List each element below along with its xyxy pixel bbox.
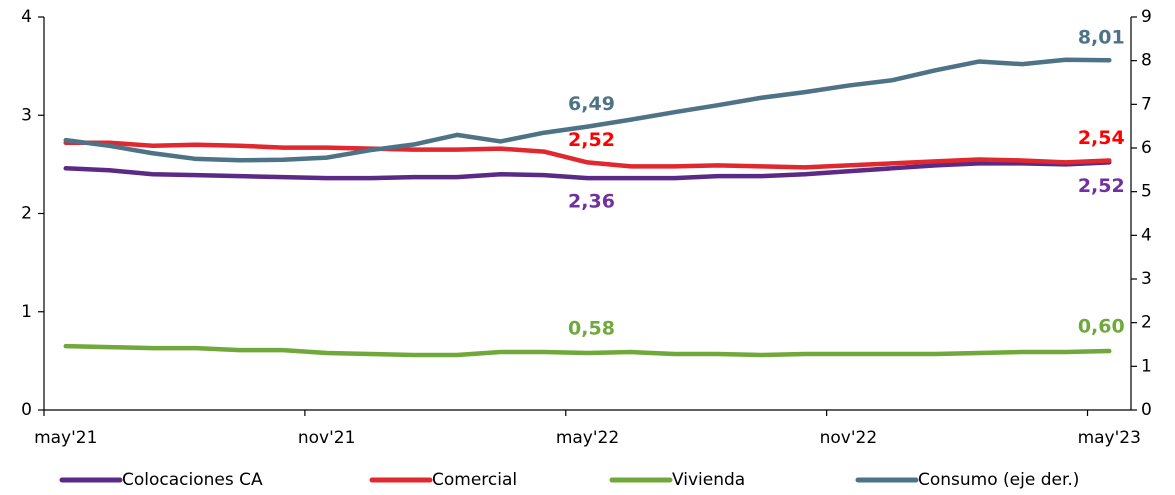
y2-tick-label: 3 (1141, 269, 1152, 289)
y-tick-label: 0 (21, 400, 32, 420)
x-tick-label: may'23 (1078, 428, 1141, 448)
series-line (63, 343, 1112, 358)
legend-label: Comercial (432, 470, 517, 490)
y2-tick-label: 0 (1141, 400, 1152, 420)
y2-tick-label: 7 (1141, 94, 1152, 114)
y2-tick-label: 2 (1141, 313, 1152, 333)
y2-tick-label: 1 (1141, 356, 1152, 376)
series-line (63, 57, 1112, 163)
legend-label: Consumo (eje der.) (918, 470, 1079, 490)
data-label: 2,52 (1078, 175, 1125, 197)
data-label: 6,49 (568, 93, 615, 115)
y2-tick-label: 9 (1141, 7, 1152, 27)
data-label: 0,60 (1078, 316, 1125, 338)
x-tick-label: may'22 (556, 428, 619, 448)
data-label: 2,54 (1078, 127, 1125, 149)
series-line (63, 160, 1112, 181)
data-label: 2,52 (568, 129, 615, 151)
y-tick-label: 4 (21, 7, 32, 27)
legend-label: Colocaciones CA (122, 470, 263, 490)
y-tick-label: 3 (21, 105, 32, 125)
y2-tick-label: 4 (1141, 225, 1152, 245)
x-tick-label: may'21 (34, 428, 97, 448)
x-tick-label: nov'22 (820, 428, 878, 448)
x-tick-label: nov'21 (298, 428, 356, 448)
data-label: 8,01 (1078, 27, 1125, 49)
legend-label: Vivienda (672, 470, 745, 490)
y2-tick-label: 8 (1141, 51, 1152, 71)
data-label: 2,36 (568, 191, 615, 213)
series-line (63, 140, 1112, 170)
y-tick-label: 1 (21, 302, 32, 322)
y2-tick-label: 6 (1141, 138, 1152, 158)
data-label: 0,58 (568, 318, 615, 340)
y-tick-label: 2 (21, 204, 32, 224)
y2-tick-label: 5 (1141, 182, 1152, 202)
